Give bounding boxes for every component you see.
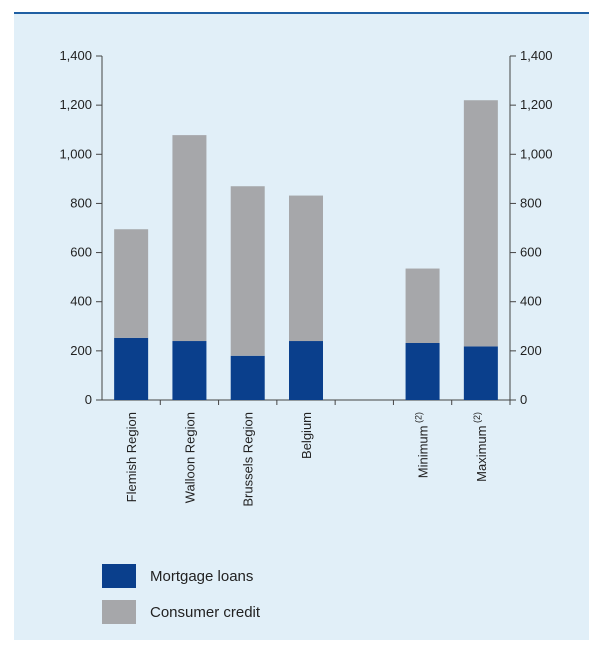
y-tick-label-right: 400 [520, 294, 542, 309]
bar-mortgage [114, 337, 149, 400]
y-tick-label-left: 800 [70, 195, 92, 210]
y-tick-label-left: 1,400 [59, 48, 92, 63]
bar-mortgage [289, 341, 323, 400]
legend-item-mortgage: Mortgage loans [102, 564, 253, 588]
legend-swatch-consumer-credit [102, 600, 136, 624]
bar-mortgage [230, 355, 265, 400]
bar-consumer-credit [114, 229, 149, 338]
category-label: Minimum (2) [414, 412, 431, 478]
category-label: Flemish Region [124, 412, 139, 502]
chart-panel: 0 0 200 200 400 400 600 600 800 800 1,000 1,000 1,20… [14, 12, 589, 640]
bar-consumer-credit [172, 135, 207, 342]
y-tick-label-left: 1,200 [59, 97, 92, 112]
y-tick-label-right: 0 [520, 392, 527, 407]
y-tick-label-left: 600 [70, 245, 92, 260]
y-tick-label-left: 0 [85, 392, 92, 407]
y-tick-label-left: 1,000 [59, 146, 92, 161]
bar-mortgage [405, 342, 440, 400]
y-tick-label-right: 200 [520, 343, 542, 358]
y-tick-label-right: 1,000 [520, 146, 553, 161]
legend-label-consumer-credit: Consumer credit [150, 603, 261, 621]
bar-mortgage [463, 346, 498, 400]
bar-consumer-credit [230, 186, 265, 356]
category-label: Belgium [299, 412, 314, 459]
y-tick-label-left: 400 [70, 294, 92, 309]
bar-mortgage [172, 341, 207, 400]
stacked-bar-chart: 0 0 200 200 400 400 600 600 800 800 1,000 1,000 1,20… [59, 48, 553, 507]
category-label: Walloon Region [182, 412, 197, 503]
bar-consumer-credit [463, 100, 498, 347]
category-label: Maximum (2) [472, 412, 489, 482]
y-tick-label-right: 1,400 [520, 48, 553, 63]
y-tick-label-left: 200 [70, 343, 92, 358]
y-tick-label-right: 800 [520, 195, 542, 210]
y-tick-label-right: 600 [520, 245, 542, 260]
legend-label-mortgage: Mortgage loans [150, 567, 254, 585]
legend-item-consumer-credit: Consumer credit [102, 600, 260, 624]
category-label: Brussels Region [241, 412, 256, 507]
y-tick-label-right: 1,200 [520, 97, 553, 112]
legend-swatch-mortgage [102, 564, 136, 588]
bar-consumer-credit [405, 268, 440, 343]
bar-consumer-credit [289, 195, 323, 342]
